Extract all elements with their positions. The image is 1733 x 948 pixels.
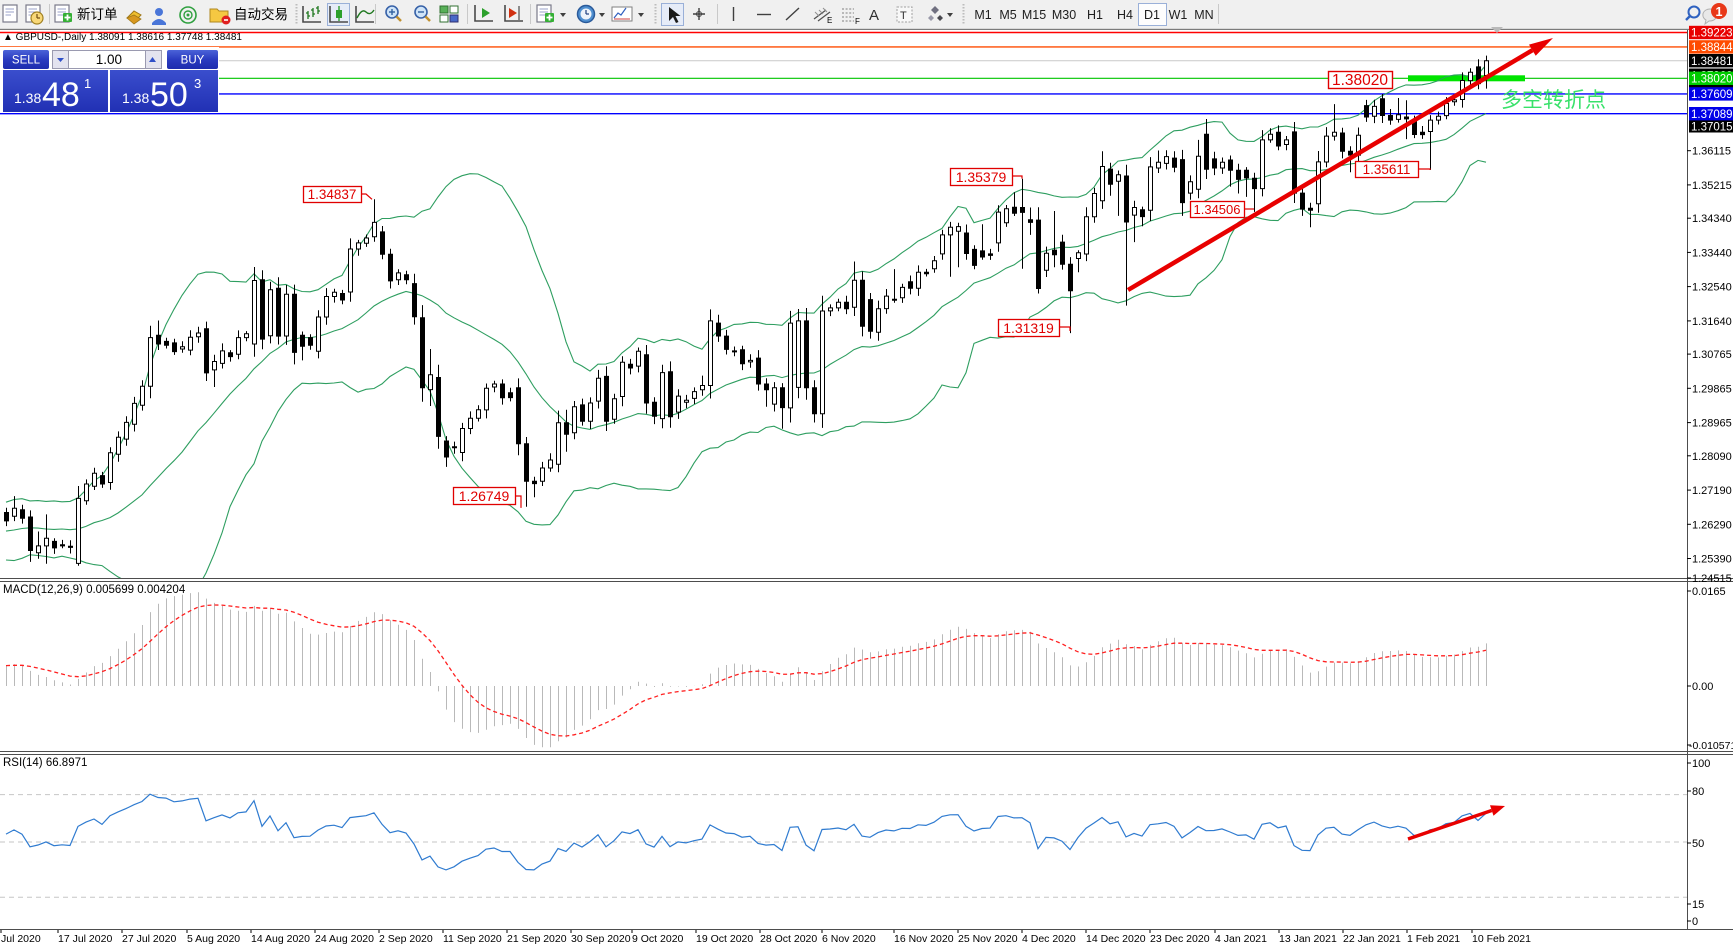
svg-text:自动交易: 自动交易	[234, 6, 288, 22]
svg-text:50: 50	[150, 76, 188, 114]
svg-text:25 Nov 2020: 25 Nov 2020	[958, 933, 1018, 945]
svg-text:21 Sep 2020: 21 Sep 2020	[507, 933, 567, 945]
svg-text:6 Nov 2020: 6 Nov 2020	[822, 933, 876, 945]
svg-text:1.35611: 1.35611	[1363, 162, 1411, 177]
svg-text:9 Oct 2020: 9 Oct 2020	[632, 933, 684, 945]
svg-text:1.38: 1.38	[14, 90, 41, 106]
svg-text:50: 50	[1692, 838, 1704, 850]
svg-text:1.37609: 1.37609	[1691, 89, 1733, 101]
svg-text:M15: M15	[1022, 8, 1046, 22]
svg-text:-0.010571: -0.010571	[1689, 740, 1733, 752]
svg-text:5 Aug 2020: 5 Aug 2020	[187, 933, 240, 945]
svg-text:1.38020: 1.38020	[1691, 74, 1733, 86]
svg-text:1.38844: 1.38844	[1691, 42, 1733, 54]
svg-text:1: 1	[1716, 5, 1723, 19]
svg-text:16 Nov 2020: 16 Nov 2020	[894, 933, 954, 945]
svg-text:23 Dec 2020: 23 Dec 2020	[1150, 933, 1210, 945]
svg-text:17 Jul 2020: 17 Jul 2020	[58, 933, 112, 945]
svg-text:1.00: 1.00	[96, 52, 122, 67]
svg-text:H1: H1	[1087, 8, 1103, 22]
svg-text:1.26749: 1.26749	[459, 488, 510, 504]
svg-text:BUY: BUY	[181, 55, 205, 67]
svg-text:1.35215: 1.35215	[1692, 180, 1732, 192]
svg-text:1.26290: 1.26290	[1692, 519, 1732, 531]
svg-text:D1: D1	[1144, 8, 1160, 22]
svg-text:48: 48	[42, 76, 80, 114]
svg-text:15: 15	[1692, 899, 1704, 911]
svg-text:4 Dec 2020: 4 Dec 2020	[1022, 933, 1076, 945]
svg-text:13 Jan 2021: 13 Jan 2021	[1279, 933, 1337, 945]
svg-text:1.39223: 1.39223	[1691, 28, 1733, 40]
svg-text:1.28965: 1.28965	[1692, 418, 1732, 430]
svg-text:1 Feb 2021: 1 Feb 2021	[1407, 933, 1460, 945]
svg-text:1.33440: 1.33440	[1692, 247, 1732, 259]
svg-text:新订单: 新订单	[77, 7, 118, 22]
svg-text:1.35379: 1.35379	[956, 169, 1007, 185]
svg-text:1.31640: 1.31640	[1692, 316, 1732, 328]
svg-text:30 Sep 2020: 30 Sep 2020	[571, 933, 631, 945]
svg-text:2 Sep 2020: 2 Sep 2020	[379, 933, 433, 945]
svg-text:F: F	[855, 17, 860, 26]
svg-text:1.36115: 1.36115	[1692, 146, 1731, 158]
svg-text:1.27190: 1.27190	[1692, 485, 1732, 497]
svg-text:1: 1	[84, 76, 91, 91]
svg-text:1.38020: 1.38020	[1332, 72, 1388, 89]
svg-text:1.38: 1.38	[122, 90, 149, 106]
svg-text:RSI(14) 66.8971: RSI(14) 66.8971	[3, 757, 87, 769]
svg-text:M5: M5	[999, 8, 1016, 22]
svg-text:MACD(12,26,9) 0.005699 0.00420: MACD(12,26,9) 0.005699 0.004204	[3, 584, 186, 596]
svg-text:14 Dec 2020: 14 Dec 2020	[1086, 933, 1146, 945]
svg-text:H4: H4	[1117, 8, 1133, 22]
svg-text:MN: MN	[1194, 8, 1213, 22]
svg-text:1.34340: 1.34340	[1692, 213, 1732, 225]
svg-text:1.25390: 1.25390	[1692, 554, 1732, 566]
svg-text:19 Oct 2020: 19 Oct 2020	[696, 933, 753, 945]
svg-text:27 Jul 2020: 27 Jul 2020	[122, 933, 176, 945]
svg-text:4 Jan 2021: 4 Jan 2021	[1215, 933, 1267, 945]
svg-text:10 Feb 2021: 10 Feb 2021	[1472, 933, 1531, 945]
svg-text:1.31319: 1.31319	[1003, 320, 1054, 336]
svg-text:1.32540: 1.32540	[1692, 282, 1732, 294]
svg-text:T: T	[900, 10, 907, 22]
svg-text:11 Sep 2020: 11 Sep 2020	[443, 933, 502, 945]
svg-text:3: 3	[194, 76, 201, 91]
svg-text:1.28090: 1.28090	[1692, 451, 1732, 463]
svg-text:M1: M1	[974, 8, 991, 22]
svg-text:0.00: 0.00	[1692, 681, 1713, 693]
svg-text:1.37089: 1.37089	[1691, 109, 1733, 121]
svg-text:1.34506: 1.34506	[1194, 202, 1241, 217]
svg-text:100: 100	[1692, 758, 1710, 770]
svg-text:80: 80	[1692, 786, 1704, 798]
svg-text:14 Aug 2020: 14 Aug 2020	[251, 933, 310, 945]
svg-text:A: A	[869, 7, 879, 24]
svg-text:1.34837: 1.34837	[308, 187, 357, 202]
svg-text:1.29865: 1.29865	[1692, 383, 1732, 395]
svg-text:28 Oct 2020: 28 Oct 2020	[760, 933, 817, 945]
svg-text:1.37015: 1.37015	[1691, 122, 1733, 134]
svg-text:M30: M30	[1052, 8, 1076, 22]
svg-text:1.38481: 1.38481	[1691, 56, 1733, 68]
svg-text:1.30765: 1.30765	[1692, 349, 1732, 361]
svg-text:24 Aug 2020: 24 Aug 2020	[315, 933, 374, 945]
svg-text:W1: W1	[1169, 8, 1188, 22]
svg-text:0.0165: 0.0165	[1692, 586, 1726, 598]
svg-text:SELL: SELL	[12, 55, 41, 67]
svg-text:多空转折点: 多空转折点	[1501, 89, 1606, 112]
svg-text:E: E	[827, 16, 832, 25]
svg-text:0: 0	[1692, 916, 1698, 928]
svg-text:▲ GBPUSD-,Daily 1.38091 1.386: ▲ GBPUSD-,Daily 1.38091 1.38616 1.37748 …	[3, 32, 242, 43]
svg-text:1.24515: 1.24515	[1692, 573, 1732, 585]
svg-text:22 Jan 2021: 22 Jan 2021	[1343, 933, 1401, 945]
svg-text:Jul 2020: Jul 2020	[1, 933, 41, 945]
